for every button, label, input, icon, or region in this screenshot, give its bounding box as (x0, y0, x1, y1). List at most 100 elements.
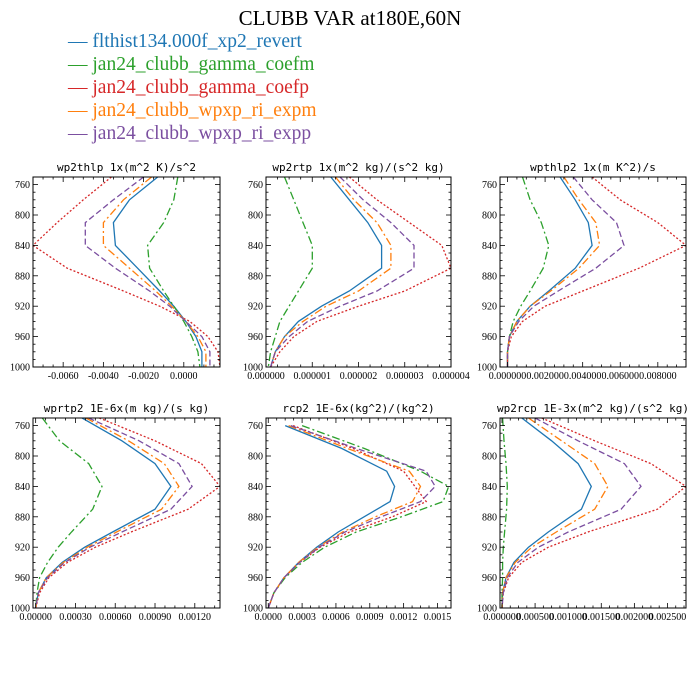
panel-5: rcp2 1E-6x(kg^2)/(kg^2) 760 800 840 880 920 96… (243, 402, 452, 623)
plot-frame (265, 417, 452, 609)
series-line (267, 424, 422, 608)
legend-label: jan24_clubb_wpxp_ri_expp (92, 123, 312, 144)
x-tick-label: 0.000003 (386, 371, 424, 382)
legend-item: — jan24_clubb_wpxp_ri_expp (68, 122, 317, 145)
x-tick-label: 0.00120 (179, 612, 212, 623)
x-tick-label: 0.002000 (616, 612, 654, 623)
panel-1: wp2thlp 1x(m^2 K)/s^2 760 800 840 880 920 960 1… (10, 161, 221, 382)
x-tick-label: 0.0000 (255, 612, 283, 623)
x-tick-label: 0.0015 (424, 612, 452, 623)
y-tick-label: 1000 (10, 363, 30, 374)
y-tick-label: 880 (482, 271, 497, 282)
series-line (33, 177, 220, 367)
legend-item: — jan24_clubb_wpxp_ri_expm (68, 99, 317, 122)
x-tick-label: 0.00090 (139, 612, 172, 623)
y-tick-label: 760 (482, 180, 497, 191)
y-tick-label: 920 (482, 302, 497, 313)
series-line (102, 177, 207, 367)
y-tick-label: 1000 (243, 363, 263, 374)
x-tick-label: 0.008000 (639, 371, 677, 382)
x-tick-label: 0.000001 (294, 371, 332, 382)
series-line (270, 177, 451, 367)
x-tick-label: 0.006000 (601, 371, 639, 382)
series-line (267, 424, 437, 608)
series-line (506, 177, 593, 367)
series-line (35, 418, 220, 608)
plot-frame (499, 176, 687, 368)
series-line (267, 424, 450, 608)
y-tick-label: 800 (248, 452, 263, 463)
x-tick-label: 0.00030 (59, 612, 92, 623)
x-tick-label: 0.0009 (356, 612, 384, 623)
legend-label: jan24_clubb_wpxp_ri_expm (92, 100, 317, 121)
x-tick-label: -0.0040 (88, 371, 119, 382)
page-title: CLUBB VAR at180E,60N (238, 6, 462, 30)
y-tick-label: 960 (15, 573, 30, 584)
series-line (501, 418, 686, 608)
y-tick-label: 1000 (477, 604, 497, 615)
series-line (146, 177, 201, 367)
x-tick-label: 0.0006 (322, 612, 350, 623)
series-line (35, 418, 172, 608)
y-tick-label: 880 (248, 271, 263, 282)
panel-title: wp2thlp 1x(m^2 K)/s^2 (57, 161, 196, 174)
series-line (269, 177, 392, 367)
x-tick-label: 0.002000 (526, 371, 564, 382)
y-tick-label: 760 (248, 180, 263, 191)
x-tick-label: 0.001000 (549, 612, 587, 623)
legend-line-icon: — (68, 54, 88, 75)
series-line (501, 418, 609, 608)
plot-frame (32, 176, 221, 368)
series-line (269, 177, 383, 367)
y-tick-label: 960 (248, 573, 263, 584)
series-line (267, 424, 428, 608)
y-tick-label: 960 (15, 332, 30, 343)
panel-6: wp2rcp 1E-3x(m^2 kg)/(s^2 kg)760 800 840 88… (477, 402, 689, 623)
y-tick-label: 840 (248, 241, 263, 252)
legend-item: — jan24_clubb_gamma_coefp (68, 76, 317, 99)
plot-frame (499, 417, 687, 609)
legend-line-icon: — (68, 31, 88, 52)
legend-item: — flthist134.000f_xp2_revert (68, 30, 317, 53)
x-tick-label: 0.0012 (390, 612, 418, 623)
y-tick-label: 1000 (477, 363, 497, 374)
x-tick-label: 0.000000 (489, 371, 527, 382)
y-tick-label: 920 (482, 543, 497, 554)
y-tick-label: 760 (15, 180, 30, 191)
panel-3: wpthlp2 1x(m K^2)/s 760 800 840 880 920 960 100… (477, 161, 687, 382)
x-tick-label: 0.00060 (99, 612, 132, 623)
y-tick-label: 880 (482, 512, 497, 523)
legend-line-icon: — (68, 123, 88, 144)
y-tick-label: 800 (482, 452, 497, 463)
panel-4: wprtp2 1E-6x(m kg)/(s kg) 760 800 840 880 920… (10, 402, 221, 623)
panel-title: wprtp2 1E-6x(m kg)/(s kg) (44, 402, 210, 415)
y-tick-label: 1000 (243, 604, 263, 615)
y-tick-label: 920 (15, 302, 30, 313)
series-line (506, 177, 601, 367)
series-line (269, 177, 415, 367)
legend-line-icon: — (68, 100, 88, 121)
legend-line-icon: — (68, 77, 88, 98)
y-tick-label: 920 (248, 543, 263, 554)
y-tick-label: 840 (15, 241, 30, 252)
y-tick-label: 840 (482, 241, 497, 252)
series-line (501, 418, 593, 608)
x-tick-label: -0.0060 (48, 371, 79, 382)
panel-2: wp2rtp 1x(m^2 kg)/(s^2 kg) 760 800 840 880 92… (243, 161, 470, 382)
y-tick-label: 840 (482, 482, 497, 493)
y-tick-label: 760 (482, 421, 497, 432)
y-tick-label: 800 (15, 211, 30, 222)
series-line (35, 418, 180, 608)
x-tick-label: -0.0020 (128, 371, 159, 382)
y-tick-label: 960 (482, 332, 497, 343)
x-tick-label: 0.000000 (247, 371, 285, 382)
y-tick-label: 960 (482, 573, 497, 584)
x-tick-label: 0.002500 (649, 612, 687, 623)
panel-title: wpthlp2 1x(m K^2)/s (530, 161, 656, 174)
y-tick-label: 880 (15, 271, 30, 282)
x-tick-label: 0.00000 (19, 612, 52, 623)
y-tick-label: 800 (248, 211, 263, 222)
x-tick-label: 0.0003 (288, 612, 316, 623)
series-line (501, 418, 642, 608)
